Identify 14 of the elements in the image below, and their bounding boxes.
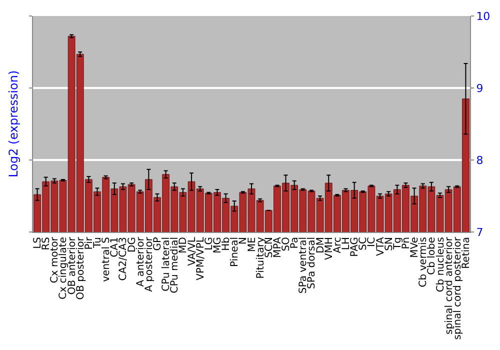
x-tick-label: Tg [392,237,404,250]
x-tick-label: GP [152,237,164,251]
x-tick-label: A posterior [144,236,155,292]
y-tick-label: 8 [476,154,484,167]
x-tick-label: Pituitary [255,236,266,279]
x-tick-label: ME [246,237,258,252]
x-tick-label: spinal cord posterior [452,236,464,340]
x-tick-label: Retina [460,237,472,269]
y-tick-label: 9 [476,82,484,95]
y-tick-label: 10 [476,10,490,23]
x-tick-label: DG [126,237,138,252]
y-tick-label: 7 [476,226,484,239]
y-axis-title: Log2 (expression) [6,70,20,178]
x-tick-label: OB posterior [75,236,86,300]
